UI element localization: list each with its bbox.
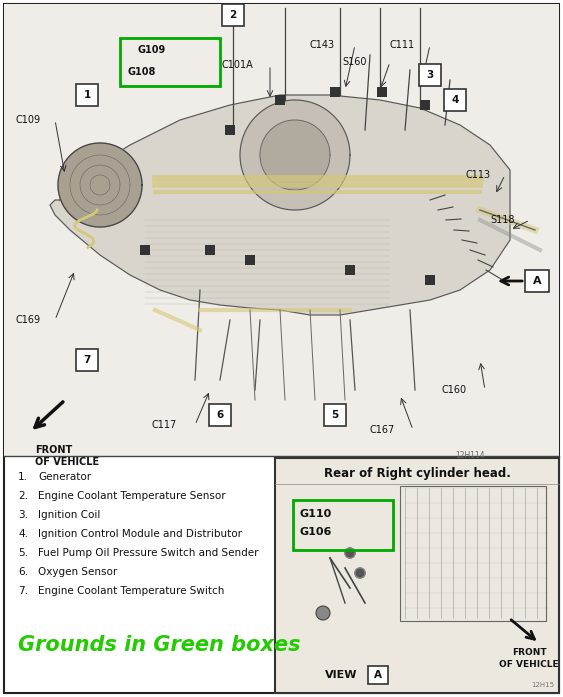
Text: Generator: Generator bbox=[38, 472, 91, 482]
Text: Engine Coolant Temperature Sensor: Engine Coolant Temperature Sensor bbox=[38, 491, 226, 501]
Text: VIEW: VIEW bbox=[325, 670, 358, 680]
Text: C109: C109 bbox=[15, 115, 40, 125]
Text: 5.: 5. bbox=[18, 548, 28, 558]
Text: 6: 6 bbox=[216, 410, 224, 420]
Bar bbox=[275, 458, 559, 693]
Text: OF VEHICLE: OF VEHICLE bbox=[35, 457, 99, 467]
Text: C101A: C101A bbox=[222, 60, 254, 70]
Text: C160: C160 bbox=[442, 385, 467, 395]
Text: S118: S118 bbox=[490, 215, 515, 225]
Text: OF VEHICLE: OF VEHICLE bbox=[499, 660, 559, 669]
Text: 1: 1 bbox=[83, 90, 91, 100]
Text: A: A bbox=[374, 670, 382, 680]
Bar bbox=[444, 89, 466, 111]
Text: C143: C143 bbox=[310, 40, 335, 50]
Text: Oxygen Sensor: Oxygen Sensor bbox=[38, 567, 117, 577]
Bar bbox=[377, 87, 387, 97]
Text: C169: C169 bbox=[15, 315, 40, 325]
Bar bbox=[525, 270, 549, 292]
Text: G108: G108 bbox=[127, 67, 155, 77]
Bar bbox=[222, 4, 244, 26]
Text: 12H15: 12H15 bbox=[531, 682, 554, 688]
Circle shape bbox=[355, 568, 365, 578]
Bar bbox=[400, 486, 546, 621]
Text: C111: C111 bbox=[390, 40, 415, 50]
Text: 4.: 4. bbox=[18, 529, 28, 539]
Bar bbox=[345, 265, 355, 275]
Bar bbox=[76, 84, 98, 106]
Text: C113: C113 bbox=[465, 170, 490, 180]
Text: G109: G109 bbox=[138, 45, 166, 55]
Text: FRONT: FRONT bbox=[512, 648, 546, 657]
Text: C167: C167 bbox=[370, 425, 395, 435]
Bar bbox=[425, 275, 435, 285]
Bar bbox=[324, 404, 346, 426]
Text: C117: C117 bbox=[152, 420, 177, 430]
Text: 3.: 3. bbox=[18, 510, 28, 520]
Bar bbox=[76, 349, 98, 371]
Text: Grounds in Green boxes: Grounds in Green boxes bbox=[18, 635, 301, 655]
Text: Rear of Right cylinder head.: Rear of Right cylinder head. bbox=[324, 468, 511, 480]
Polygon shape bbox=[58, 143, 142, 227]
Bar bbox=[275, 95, 285, 105]
Text: 4: 4 bbox=[452, 95, 459, 105]
Text: 6.: 6. bbox=[18, 567, 28, 577]
Bar bbox=[205, 245, 215, 255]
Polygon shape bbox=[240, 100, 350, 210]
Text: 2.: 2. bbox=[18, 491, 28, 501]
Polygon shape bbox=[50, 95, 510, 315]
Text: 1.: 1. bbox=[18, 472, 28, 482]
Text: 12H114: 12H114 bbox=[455, 450, 485, 459]
Bar bbox=[225, 125, 235, 135]
Text: 7: 7 bbox=[83, 355, 91, 365]
Text: S160: S160 bbox=[342, 57, 367, 67]
Text: 2: 2 bbox=[229, 10, 236, 20]
Text: 5: 5 bbox=[332, 410, 338, 420]
Text: Fuel Pump Oil Pressure Switch and Sender: Fuel Pump Oil Pressure Switch and Sender bbox=[38, 548, 258, 558]
Circle shape bbox=[316, 606, 330, 620]
Text: A: A bbox=[533, 276, 541, 286]
Bar bbox=[209, 404, 231, 426]
Polygon shape bbox=[260, 120, 330, 190]
Text: G106: G106 bbox=[299, 527, 332, 537]
Circle shape bbox=[345, 548, 355, 558]
Bar bbox=[368, 666, 388, 684]
Bar bbox=[4, 4, 559, 456]
Text: Engine Coolant Temperature Switch: Engine Coolant Temperature Switch bbox=[38, 586, 225, 596]
Text: G110: G110 bbox=[299, 509, 331, 519]
Bar bbox=[420, 100, 430, 110]
Bar bbox=[330, 87, 340, 97]
Text: Ignition Control Module and Distributor: Ignition Control Module and Distributor bbox=[38, 529, 242, 539]
Text: 3: 3 bbox=[426, 70, 434, 80]
Text: FRONT: FRONT bbox=[35, 445, 72, 455]
Bar bbox=[245, 255, 255, 265]
Text: Ignition Coil: Ignition Coil bbox=[38, 510, 100, 520]
Bar bbox=[419, 64, 441, 86]
Bar bbox=[120, 38, 220, 86]
Text: 7.: 7. bbox=[18, 586, 28, 596]
Bar bbox=[140, 245, 150, 255]
Bar bbox=[293, 500, 393, 550]
